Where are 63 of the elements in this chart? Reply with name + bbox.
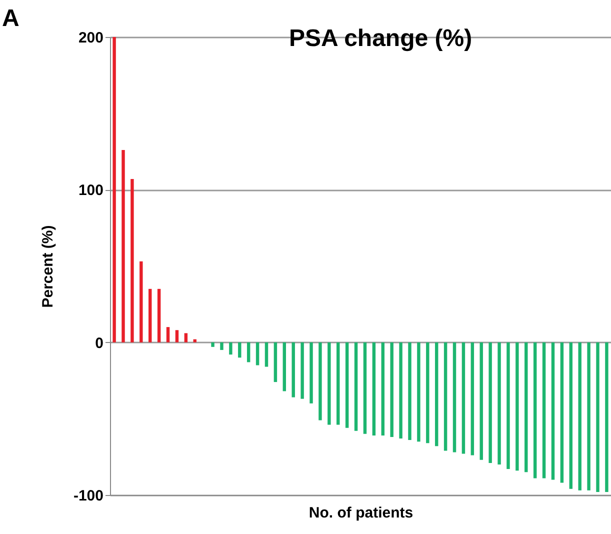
bar bbox=[596, 342, 600, 492]
y-tick-label: 200 bbox=[78, 30, 104, 46]
bar bbox=[318, 342, 322, 420]
bar bbox=[551, 342, 555, 480]
bar bbox=[157, 288, 161, 342]
bar bbox=[184, 333, 188, 342]
bar bbox=[390, 342, 394, 437]
bar bbox=[480, 342, 483, 460]
text: A bbox=[2, 5, 20, 32]
bar bbox=[292, 342, 295, 398]
bar bbox=[274, 342, 278, 382]
bar bbox=[417, 342, 420, 442]
bar bbox=[229, 342, 232, 355]
bar bbox=[112, 37, 116, 342]
bar bbox=[569, 342, 573, 489]
bar bbox=[560, 342, 564, 483]
bar bbox=[498, 342, 501, 464]
bar bbox=[488, 342, 492, 463]
y-axis-title: Percent (%) bbox=[39, 225, 56, 308]
y-tick-label: -100 bbox=[73, 488, 104, 504]
bar bbox=[246, 342, 250, 362]
bar bbox=[426, 342, 430, 444]
bar bbox=[372, 342, 376, 436]
bar bbox=[506, 342, 510, 470]
bar bbox=[130, 178, 134, 342]
bar bbox=[587, 342, 590, 490]
bar bbox=[148, 288, 152, 342]
chart-title: PSA change (%) bbox=[288, 25, 472, 52]
bar bbox=[524, 342, 528, 472]
x-axis-title: No. of patients bbox=[308, 504, 414, 522]
bar bbox=[408, 342, 412, 440]
bar bbox=[166, 327, 170, 342]
bar bbox=[256, 342, 260, 366]
bar bbox=[300, 342, 304, 399]
bar bbox=[345, 342, 349, 428]
bar bbox=[434, 342, 438, 446]
bar bbox=[462, 342, 466, 454]
bar bbox=[328, 342, 331, 425]
bar bbox=[381, 342, 384, 436]
y-tick-label: 0 bbox=[95, 334, 104, 352]
bar bbox=[211, 342, 214, 347]
bar bbox=[542, 342, 546, 478]
bar bbox=[336, 342, 340, 425]
bar bbox=[220, 342, 224, 350]
bar bbox=[238, 342, 242, 358]
bar bbox=[452, 342, 456, 452]
bar bbox=[310, 342, 313, 404]
bar bbox=[122, 150, 125, 342]
bar bbox=[470, 342, 474, 456]
bar bbox=[175, 330, 179, 342]
bar bbox=[354, 342, 358, 431]
bar bbox=[193, 339, 196, 342]
bar bbox=[578, 342, 582, 490]
bar bbox=[444, 342, 448, 451]
bar bbox=[363, 342, 367, 434]
bar bbox=[516, 342, 519, 471]
bar bbox=[140, 261, 143, 342]
bar bbox=[533, 342, 537, 478]
bar bbox=[605, 342, 608, 492]
bar bbox=[264, 342, 268, 367]
y-tick-label: 100 bbox=[78, 182, 104, 200]
bar bbox=[399, 342, 402, 439]
bar bbox=[282, 342, 286, 392]
